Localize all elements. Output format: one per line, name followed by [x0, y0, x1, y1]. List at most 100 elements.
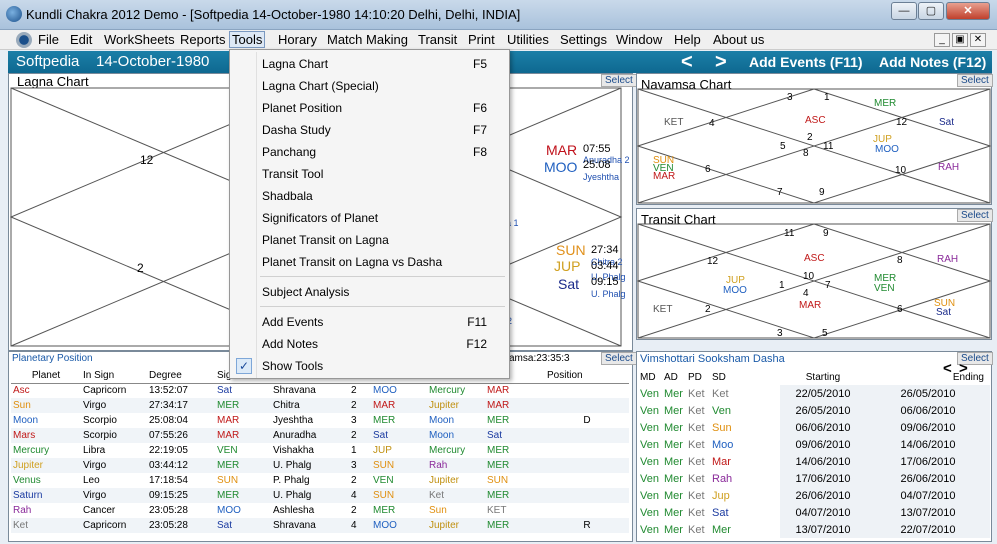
planet-row[interactable]: Saturn Virgo 09:15:25 MER U. Phalg 4 SUN Ket MER — [11, 488, 629, 503]
dasha-row[interactable]: Ven Mer Ket Sun 06/06/2010 09/06/2010 — [638, 419, 990, 436]
tools-menu-item-add-events[interactable]: Add Events F11 — [230, 311, 509, 333]
sub-lord-cell: Moon — [429, 415, 455, 426]
navamsa-num: 7 — [777, 187, 783, 198]
planet-row[interactable]: Sun Virgo 27:34:17 MER Chitra 2 MAR Jupiter MAR — [11, 398, 629, 413]
nakshatra-cell: Anuradha — [273, 430, 317, 441]
sd-cell: Mar — [712, 455, 731, 468]
md-cell: Ven — [640, 455, 659, 468]
tools-menu-item-planet-transit-on-lagna[interactable]: Planet Transit on Lagna — [230, 229, 509, 251]
nak-lord-cell: MOO — [373, 385, 397, 397]
menu-match-making[interactable]: Match Making — [327, 32, 408, 47]
dasha-row[interactable]: Ven Mer Ket Rah 17/06/2010 26/06/2010 — [638, 470, 990, 487]
col-md: MD — [640, 372, 656, 383]
end-cell: 06/06/2010 — [866, 402, 990, 419]
menu-worksheets[interactable]: WorkSheets — [104, 32, 175, 47]
sub-lord-cell: Sun — [429, 505, 447, 516]
tools-menu-item-lagna-chart-special[interactable]: Lagna Chart (Special) — [230, 75, 509, 97]
navamsa-planet-mer: MER — [874, 98, 896, 109]
tools-menu-item-add-notes[interactable]: Add Notes F12 — [230, 333, 509, 355]
nakshatra-cell: Vishakha — [273, 445, 314, 456]
nak-lord-cell: MER — [373, 505, 396, 516]
planet-row[interactable]: Rah Cancer 23:05:28 MOO Ashlesha 2 MER Sun KET — [11, 503, 629, 518]
menu-file[interactable]: File — [38, 32, 59, 47]
system-menu-icon[interactable] — [16, 32, 32, 48]
col-position: Position — [547, 369, 583, 381]
planet-row[interactable]: Moon Scorpio 25:08:04 MAR Jyeshtha 3 MER Moon ME… — [11, 413, 629, 428]
planetary-select-button[interactable]: Select — [601, 352, 637, 365]
dasha-row[interactable]: Ven Mer Ket Ven 26/05/2010 06/06/2010 — [638, 402, 990, 419]
add-events-button[interactable]: Add Events (F11) — [749, 54, 863, 70]
tools-menu-item-panchang[interactable]: Panchang F8 — [230, 141, 509, 163]
tools-menu-item-transit-tool[interactable]: Transit Tool — [230, 163, 509, 185]
menu-edit[interactable]: Edit — [70, 32, 93, 47]
lagna-select-button[interactable]: Select — [601, 74, 637, 87]
start-cell: 06/06/2010 — [780, 419, 866, 436]
dasha-row[interactable]: Ven Mer Ket Moo 09/06/2010 14/06/2010 — [638, 436, 990, 453]
dasha-next-button[interactable]: > — [959, 360, 968, 377]
menu-tools[interactable]: Tools — [229, 31, 266, 48]
tools-menu-item-planet-position[interactable]: Planet Position F6 — [230, 97, 509, 119]
transit-num: 2 — [705, 304, 711, 315]
planet-row[interactable]: Venus Leo 17:18:54 SUN P. Phalg 2 VEN Jupiter SU… — [11, 473, 629, 488]
header-name: Softpedia — [16, 53, 80, 70]
dasha-prev-button[interactable]: < — [943, 360, 952, 377]
menu-help[interactable]: Help — [674, 32, 701, 47]
planet-row[interactable]: Mercury Libra 22:19:05 VEN Vishakha 1 JUP Mercu… — [11, 443, 629, 458]
close-button[interactable]: ✕ — [946, 2, 990, 20]
dasha-row[interactable]: Ven Mer Ket Mar 14/06/2010 17/06/2010 — [638, 453, 990, 470]
dasha-row[interactable]: Ven Mer Ket Jup 26/06/2010 04/07/2010 — [638, 487, 990, 504]
planet-cell: Mars — [13, 430, 36, 441]
planetary-position-panel: Planetary Position amsa:23:35:3 Select P… — [8, 351, 637, 542]
col-ad: AD — [664, 372, 678, 383]
minimize-button[interactable]: — — [891, 2, 917, 20]
mdi-close-button[interactable]: ✕ — [970, 33, 986, 47]
next-arrow-button[interactable]: > — [715, 51, 727, 73]
navamsa-num: 2 — [807, 132, 813, 143]
sub-sub-lord-cell: MER — [487, 520, 510, 531]
menu-horary[interactable]: Horary — [278, 32, 318, 47]
position-cell — [545, 428, 629, 443]
tools-menu-item-dasha-study[interactable]: Dasha Study F7 — [230, 119, 509, 141]
prev-arrow-button[interactable]: < — [681, 51, 693, 73]
planet-row[interactable]: Mars Scorpio 07:55:26 MAR Anuradha 2 Sat Moon Sa… — [11, 428, 629, 443]
tools-menu-item-shadbala[interactable]: Shadbala — [230, 185, 509, 207]
transit-planet-sat: Sat — [936, 307, 951, 318]
add-notes-button[interactable]: Add Notes (F12) — [879, 54, 987, 70]
planet-row[interactable]: Ket Capricorn 23:05:28 Sat Shravana 4 MOO Jupit… — [11, 518, 629, 533]
tools-menu-item-subject-analysis[interactable]: Subject Analysis — [230, 281, 509, 303]
app-icon[interactable] — [6, 6, 22, 22]
navamsa-select-button[interactable]: Select — [957, 74, 993, 87]
planet-row[interactable]: Asc Capricorn 13:52:07 Sat Shravana 2 MOO Mercu… — [11, 383, 629, 398]
tools-menu-item-significators-of-planet[interactable]: Significators of Planet — [230, 207, 509, 229]
mdi-restore-button[interactable]: ▣ — [952, 33, 968, 47]
lagna-nak-moo: Jyeshtha — [583, 172, 619, 182]
pada-cell: 4 — [351, 490, 357, 501]
transit-select-button[interactable]: Select — [957, 209, 993, 222]
dasha-row[interactable]: Ven Mer Ket Sat 04/07/2010 13/07/2010 — [638, 504, 990, 521]
dasha-select-button[interactable]: Select — [957, 352, 993, 365]
menu-about-us[interactable]: About us — [713, 32, 765, 47]
dasha-row[interactable]: Ven Mer Ket Mer 13/07/2010 22/07/2010 — [638, 521, 990, 538]
degree-cell: 23:05:28 — [149, 505, 188, 516]
menu-utilities[interactable]: Utilities — [507, 32, 549, 47]
menu-reports[interactable]: Reports — [180, 32, 226, 47]
menu-print[interactable]: Print — [468, 32, 495, 47]
maximize-button[interactable]: ▢ — [918, 2, 944, 20]
mdi-minimize-button[interactable]: _ — [934, 33, 950, 47]
menu-settings[interactable]: Settings — [560, 32, 607, 47]
sub-lord-cell: Mercury — [429, 445, 466, 456]
navamsa-num: 12 — [896, 117, 908, 128]
tools-menu-item-planet-transit-on-lagna-vs-dasha[interactable]: Planet Transit on Lagna vs Dasha — [230, 251, 509, 273]
pd-cell: Ket — [688, 523, 705, 536]
planet-row[interactable]: Jupiter Virgo 03:44:12 MER U. Phalg 3 SUN Rah ME… — [11, 458, 629, 473]
tools-menu-item-lagna-chart[interactable]: Lagna Chart F5 — [230, 53, 509, 75]
pd-cell: Ket — [688, 421, 705, 434]
dasha-row[interactable]: Ven Mer Ket Ket 22/05/2010 26/05/2010 — [638, 385, 990, 402]
col-sd: SD — [712, 372, 726, 383]
menu-window[interactable]: Window — [616, 32, 663, 47]
degree-cell: 07:55:26 — [149, 430, 188, 441]
menu-transit[interactable]: Transit — [418, 32, 458, 47]
col-sign: In Sign — [83, 369, 115, 381]
lagna-planet-jup: JUP — [554, 258, 580, 274]
tools-menu-item-show-tools[interactable]: ✓ Show Tools — [230, 355, 509, 377]
